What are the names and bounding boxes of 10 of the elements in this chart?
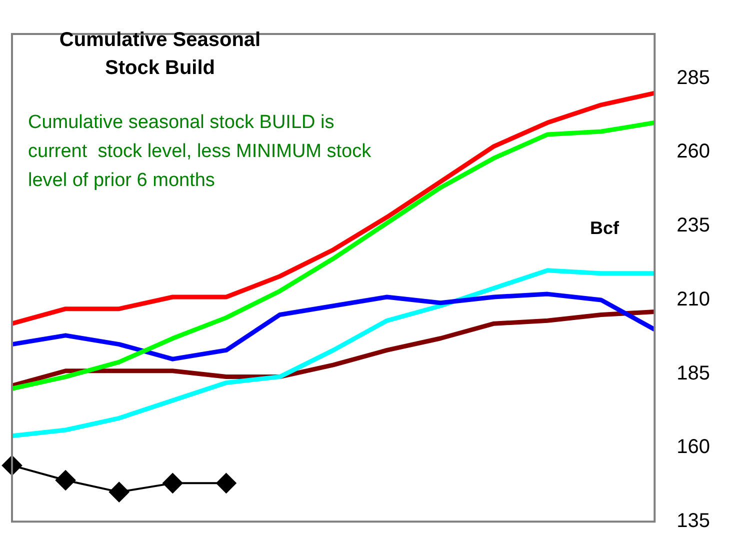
- y-tick-label: 160: [676, 436, 710, 458]
- annotation: Cumulative seasonal stock BUILD is current stock level, less MINIMUM stock level of prior 6 months: [28, 111, 372, 193]
- y-tick-label: 135: [676, 510, 710, 532]
- y-tick-label: 285: [676, 66, 710, 89]
- y-tick-label: 185: [676, 362, 710, 384]
- y-tick-label: 210: [676, 288, 710, 310]
- y-tick-label: 235: [676, 214, 710, 237]
- y-axis-title: Bcf: [590, 218, 620, 239]
- chart-title: Cumulative Seasonal Stock Build: [58, 28, 262, 81]
- y-tick-label: 260: [676, 140, 710, 163]
